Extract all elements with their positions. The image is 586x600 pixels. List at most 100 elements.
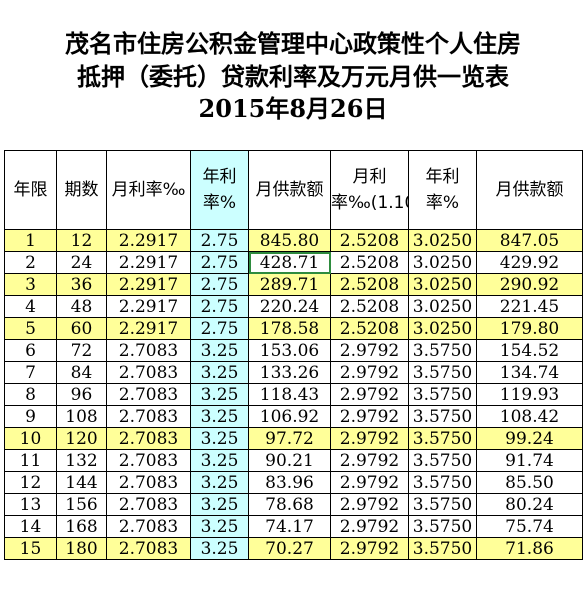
cell-years[interactable]: 3 [4,273,57,296]
cell-annual-rate[interactable]: 2.75 [190,229,249,252]
cell-monthly-rate[interactable]: 2.2917 [106,251,191,274]
cell-periods[interactable]: 84 [56,361,107,384]
cell-annual-rate[interactable]: 3.25 [190,515,249,538]
header-periods[interactable]: 期数 [56,150,107,230]
cell-periods[interactable]: 24 [56,251,107,274]
cell-monthly-rate-110[interactable]: 2.9792 [330,493,409,516]
cell-annual-rate[interactable]: 2.75 [190,273,249,296]
cell-periods[interactable]: 96 [56,383,107,406]
cell-monthly-rate-110[interactable]: 2.9792 [330,383,409,406]
cell-years[interactable]: 4 [4,295,57,318]
header-monthly-rate-110[interactable]: 月利率‰(1.10) [330,150,409,230]
cell-monthly-payment[interactable]: 289.71 [248,273,331,296]
cell-years[interactable]: 2 [4,251,57,274]
cell-annual-rate-110[interactable]: 3.5750 [408,515,477,538]
cell-monthly-rate[interactable]: 2.2917 [106,295,191,318]
cell-monthly-rate[interactable]: 2.2917 [106,229,191,252]
cell-periods[interactable]: 156 [56,493,107,516]
cell-monthly-payment[interactable]: 74.17 [248,515,331,538]
cell-annual-rate-110[interactable]: 3.5750 [408,537,477,560]
cell-annual-rate[interactable]: 3.25 [190,383,249,406]
cell-monthly-payment[interactable]: 133.26 [248,361,331,384]
header-annual-rate-110[interactable]: 年利率% [408,150,477,230]
cell-periods[interactable]: 36 [56,273,107,296]
cell-years[interactable]: 6 [4,339,57,362]
cell-monthly-rate-110[interactable]: 2.9792 [330,427,409,450]
cell-annual-rate-110[interactable]: 3.5750 [408,449,477,472]
cell-annual-rate[interactable]: 2.75 [190,317,249,340]
cell-monthly-payment[interactable]: 178.58 [248,317,331,340]
cell-monthly-rate[interactable]: 2.7083 [106,427,191,450]
cell-monthly-rate-110[interactable]: 2.9792 [330,537,409,560]
cell-years[interactable]: 7 [4,361,57,384]
cell-monthly-payment-110[interactable]: 75.74 [476,515,583,538]
cell-monthly-rate-110[interactable]: 2.5208 [330,295,409,318]
cell-annual-rate-110[interactable]: 3.0250 [408,317,477,340]
cell-years[interactable]: 10 [4,427,57,450]
cell-periods[interactable]: 108 [56,405,107,428]
cell-monthly-payment-110[interactable]: 119.93 [476,383,583,406]
cell-monthly-payment-110[interactable]: 179.80 [476,317,583,340]
cell-monthly-rate[interactable]: 2.7083 [106,537,191,560]
cell-annual-rate[interactable]: 2.75 [190,295,249,318]
cell-annual-rate[interactable]: 3.25 [190,361,249,384]
cell-periods[interactable]: 168 [56,515,107,538]
cell-annual-rate-110[interactable]: 3.0250 [408,229,477,252]
cell-monthly-rate[interactable]: 2.7083 [106,383,191,406]
cell-monthly-payment[interactable]: 220.24 [248,295,331,318]
cell-annual-rate-110[interactable]: 3.0250 [408,295,477,318]
cell-periods[interactable]: 180 [56,537,107,560]
cell-monthly-payment[interactable]: 70.27 [248,537,331,560]
cell-monthly-rate[interactable]: 2.7083 [106,339,191,362]
cell-periods[interactable]: 48 [56,295,107,318]
cell-monthly-payment[interactable]: 83.96 [248,471,331,494]
cell-monthly-payment[interactable]: 428.71 [248,251,331,274]
cell-monthly-payment-110[interactable]: 71.86 [476,537,583,560]
cell-monthly-payment-110[interactable]: 80.24 [476,493,583,516]
cell-monthly-payment-110[interactable]: 154.52 [476,339,583,362]
cell-annual-rate-110[interactable]: 3.5750 [408,383,477,406]
cell-monthly-rate-110[interactable]: 2.9792 [330,361,409,384]
cell-years[interactable]: 15 [4,537,57,560]
cell-monthly-payment[interactable]: 845.80 [248,229,331,252]
cell-annual-rate[interactable]: 3.25 [190,471,249,494]
cell-monthly-rate[interactable]: 2.7083 [106,361,191,384]
cell-annual-rate-110[interactable]: 3.5750 [408,405,477,428]
cell-monthly-payment-110[interactable]: 85.50 [476,471,583,494]
cell-monthly-rate[interactable]: 2.7083 [106,493,191,516]
cell-annual-rate[interactable]: 3.25 [190,427,249,450]
cell-monthly-payment-110[interactable]: 221.45 [476,295,583,318]
cell-annual-rate-110[interactable]: 3.5750 [408,427,477,450]
cell-years[interactable]: 9 [4,405,57,428]
cell-monthly-rate[interactable]: 2.7083 [106,449,191,472]
cell-monthly-rate[interactable]: 2.7083 [106,471,191,494]
cell-monthly-payment[interactable]: 118.43 [248,383,331,406]
cell-monthly-rate-110[interactable]: 2.9792 [330,339,409,362]
header-monthly-rate[interactable]: 月利率‰ [106,150,191,230]
cell-monthly-payment-110[interactable]: 290.92 [476,273,583,296]
cell-monthly-payment-110[interactable]: 108.42 [476,405,583,428]
cell-annual-rate[interactable]: 2.75 [190,251,249,274]
cell-annual-rate-110[interactable]: 3.0250 [408,251,477,274]
cell-monthly-payment-110[interactable]: 429.92 [476,251,583,274]
cell-years[interactable]: 8 [4,383,57,406]
cell-periods[interactable]: 12 [56,229,107,252]
cell-monthly-rate[interactable]: 2.2917 [106,317,191,340]
cell-monthly-rate[interactable]: 2.7083 [106,405,191,428]
header-monthly-payment[interactable]: 月供款额 [248,150,331,230]
cell-monthly-payment-110[interactable]: 91.74 [476,449,583,472]
cell-monthly-rate-110[interactable]: 2.5208 [330,273,409,296]
cell-monthly-payment[interactable]: 106.92 [248,405,331,428]
cell-monthly-rate-110[interactable]: 2.9792 [330,515,409,538]
cell-monthly-payment-110[interactable]: 847.05 [476,229,583,252]
cell-monthly-payment[interactable]: 153.06 [248,339,331,362]
cell-monthly-payment-110[interactable]: 134.74 [476,361,583,384]
cell-annual-rate-110[interactable]: 3.5750 [408,361,477,384]
cell-annual-rate-110[interactable]: 3.0250 [408,273,477,296]
cell-monthly-payment-110[interactable]: 99.24 [476,427,583,450]
cell-periods[interactable]: 72 [56,339,107,362]
header-annual-rate[interactable]: 年利率% [190,150,249,230]
cell-monthly-rate[interactable]: 2.7083 [106,515,191,538]
cell-monthly-rate-110[interactable]: 2.9792 [330,449,409,472]
cell-annual-rate[interactable]: 3.25 [190,449,249,472]
